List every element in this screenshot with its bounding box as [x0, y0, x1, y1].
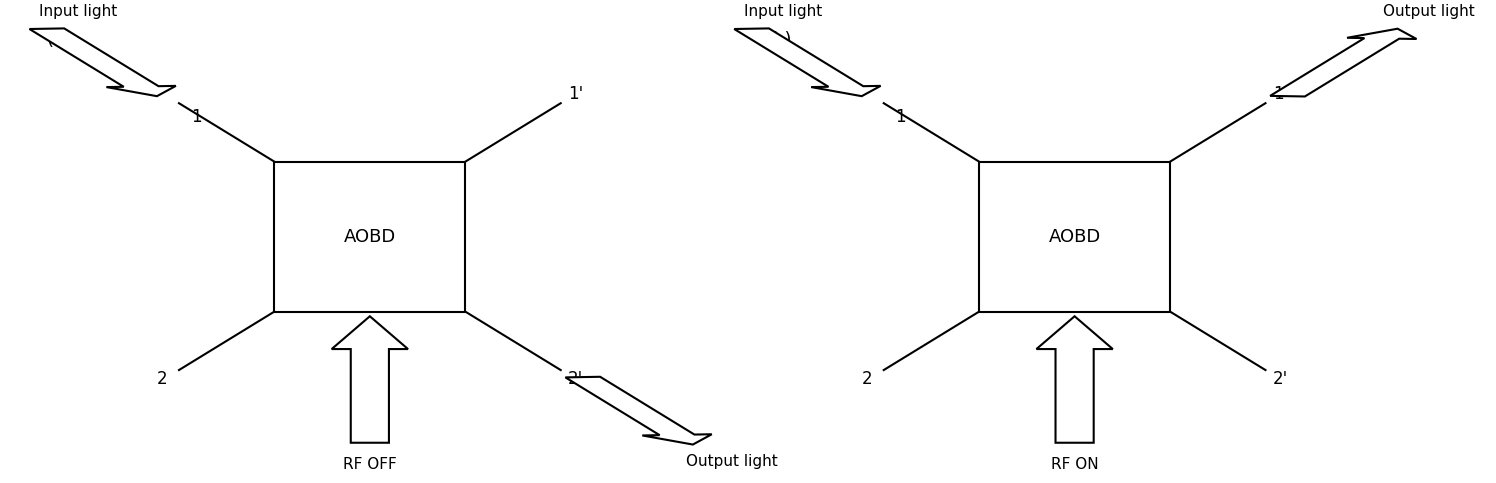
Text: Output light: Output light	[685, 454, 778, 469]
Text: 2': 2'	[568, 370, 583, 388]
Text: 1': 1'	[568, 85, 583, 103]
Text: 1: 1	[190, 108, 202, 126]
Text: RF ON: RF ON	[1050, 457, 1098, 472]
Text: AOBD: AOBD	[344, 227, 396, 246]
Text: 2': 2'	[1273, 370, 1288, 388]
Text: Input light: Input light	[39, 4, 118, 19]
Polygon shape	[1037, 316, 1113, 443]
Text: (b): (b)	[766, 30, 791, 48]
Text: Output light: Output light	[1382, 4, 1475, 19]
Text: AOBD: AOBD	[1049, 227, 1101, 246]
Text: 2: 2	[862, 370, 872, 388]
Polygon shape	[565, 377, 712, 444]
Bar	[980, 162, 1170, 312]
Polygon shape	[735, 28, 881, 96]
Text: RF OFF: RF OFF	[343, 457, 396, 472]
Text: 2: 2	[157, 370, 168, 388]
Text: 1': 1'	[1273, 85, 1288, 103]
Polygon shape	[332, 316, 408, 443]
Polygon shape	[1270, 28, 1417, 97]
Bar	[274, 162, 465, 312]
Text: 1: 1	[896, 108, 907, 126]
Text: Input light: Input light	[744, 4, 823, 19]
Text: (a): (a)	[46, 30, 72, 48]
Polygon shape	[30, 28, 177, 96]
